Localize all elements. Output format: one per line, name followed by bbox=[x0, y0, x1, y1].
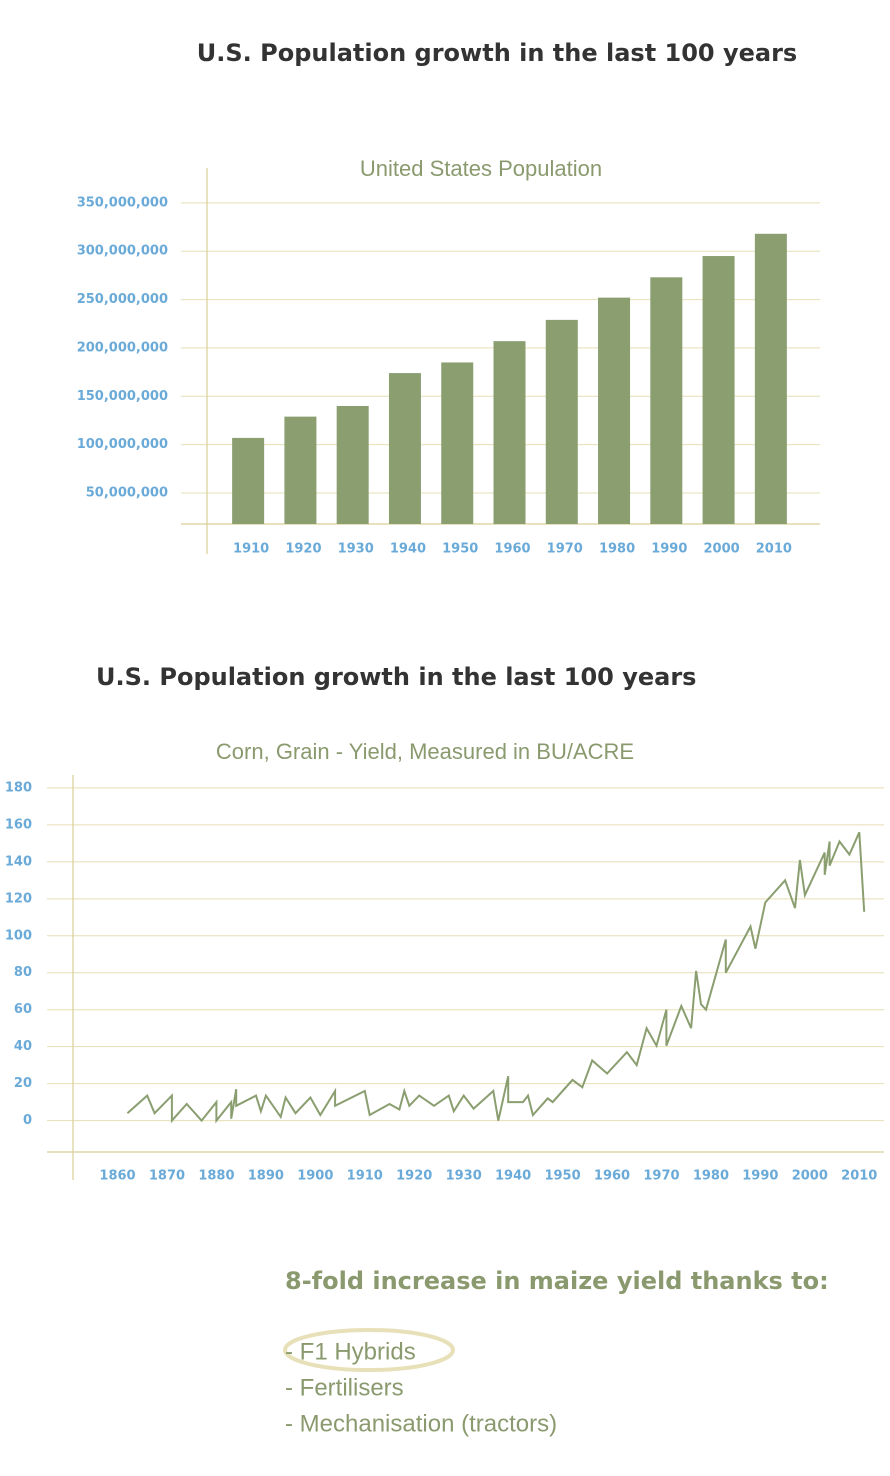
bar bbox=[493, 341, 526, 524]
x-tick-label: 1950 bbox=[442, 542, 478, 557]
x-tick-label: 1870 bbox=[149, 1169, 185, 1184]
y-tick-label: 150,000,000 bbox=[77, 389, 168, 404]
chart-subtitle: Corn, Grain - Yield, Measured in BU/ACRE bbox=[216, 739, 634, 764]
x-tick-label: 1860 bbox=[99, 1169, 135, 1184]
bar bbox=[702, 256, 735, 524]
bar bbox=[754, 233, 787, 525]
x-tick-label: 1940 bbox=[390, 542, 426, 557]
chart-title: U.S. Population growth in the last 100 y… bbox=[96, 663, 696, 691]
notes-heading: 8-fold increase in maize yield thanks to… bbox=[285, 1267, 829, 1295]
y-tick-label: 100,000,000 bbox=[77, 437, 168, 452]
y-tick-label: 40 bbox=[14, 1039, 32, 1054]
chart-title: U.S. Population growth in the last 100 y… bbox=[197, 39, 797, 67]
x-tick-label: 2000 bbox=[703, 542, 739, 557]
x-tick-label: 1940 bbox=[495, 1169, 531, 1184]
y-tick-label: 160 bbox=[5, 817, 32, 832]
y-tick-label: 100 bbox=[5, 928, 32, 943]
x-tick-label: 1980 bbox=[693, 1169, 729, 1184]
x-tick-label: 1950 bbox=[544, 1169, 580, 1184]
y-tick-label: 140 bbox=[5, 854, 32, 869]
y-tick-label: 50,000,000 bbox=[86, 486, 168, 501]
x-tick-label: 1920 bbox=[285, 542, 321, 557]
data-line bbox=[126, 831, 866, 1124]
notes-item: - Fertilisers bbox=[285, 1374, 404, 1401]
x-tick-label: 1880 bbox=[198, 1169, 234, 1184]
x-tick-label: 2000 bbox=[792, 1169, 828, 1184]
x-tick-label: 1920 bbox=[396, 1169, 432, 1184]
x-tick-label: 1930 bbox=[338, 542, 374, 557]
x-tick-label: 1960 bbox=[494, 542, 530, 557]
bar bbox=[441, 362, 474, 524]
x-tick-label: 1980 bbox=[599, 542, 635, 557]
y-tick-label: 180 bbox=[5, 780, 32, 795]
x-tick-label: 1990 bbox=[651, 542, 687, 557]
x-tick-label: 1910 bbox=[233, 542, 269, 557]
notes-item: - F1 Hybrids bbox=[285, 1338, 416, 1365]
x-tick-label: 1890 bbox=[248, 1169, 284, 1184]
notes-item: - Mechanisation (tractors) bbox=[285, 1410, 557, 1437]
x-tick-label: 1970 bbox=[547, 542, 583, 557]
y-tick-label: 120 bbox=[5, 891, 32, 906]
y-tick-label: 0 bbox=[23, 1113, 32, 1128]
bar bbox=[336, 405, 369, 524]
highlight-ellipse bbox=[283, 1328, 455, 1372]
bar bbox=[232, 437, 265, 524]
x-tick-label: 2010 bbox=[756, 542, 792, 557]
x-tick-label: 1990 bbox=[742, 1169, 778, 1184]
x-tick-label: 1960 bbox=[594, 1169, 630, 1184]
x-tick-label: 2010 bbox=[841, 1169, 877, 1184]
x-tick-label: 1970 bbox=[643, 1169, 679, 1184]
bar bbox=[545, 319, 578, 524]
y-tick-label: 350,000,000 bbox=[77, 195, 168, 210]
bar bbox=[284, 416, 317, 524]
bar bbox=[650, 277, 683, 524]
chart-subtitle: United States Population bbox=[360, 156, 602, 181]
y-tick-label: 80 bbox=[14, 965, 32, 980]
bar bbox=[388, 373, 421, 524]
bar bbox=[598, 297, 631, 524]
x-tick-label: 1900 bbox=[297, 1169, 333, 1184]
y-tick-label: 200,000,000 bbox=[77, 340, 168, 355]
x-tick-label: 1930 bbox=[446, 1169, 482, 1184]
y-tick-label: 20 bbox=[14, 1076, 32, 1091]
y-tick-label: 60 bbox=[14, 1002, 32, 1017]
y-tick-label: 300,000,000 bbox=[77, 244, 168, 259]
y-tick-label: 250,000,000 bbox=[77, 292, 168, 307]
x-tick-label: 1910 bbox=[347, 1169, 383, 1184]
